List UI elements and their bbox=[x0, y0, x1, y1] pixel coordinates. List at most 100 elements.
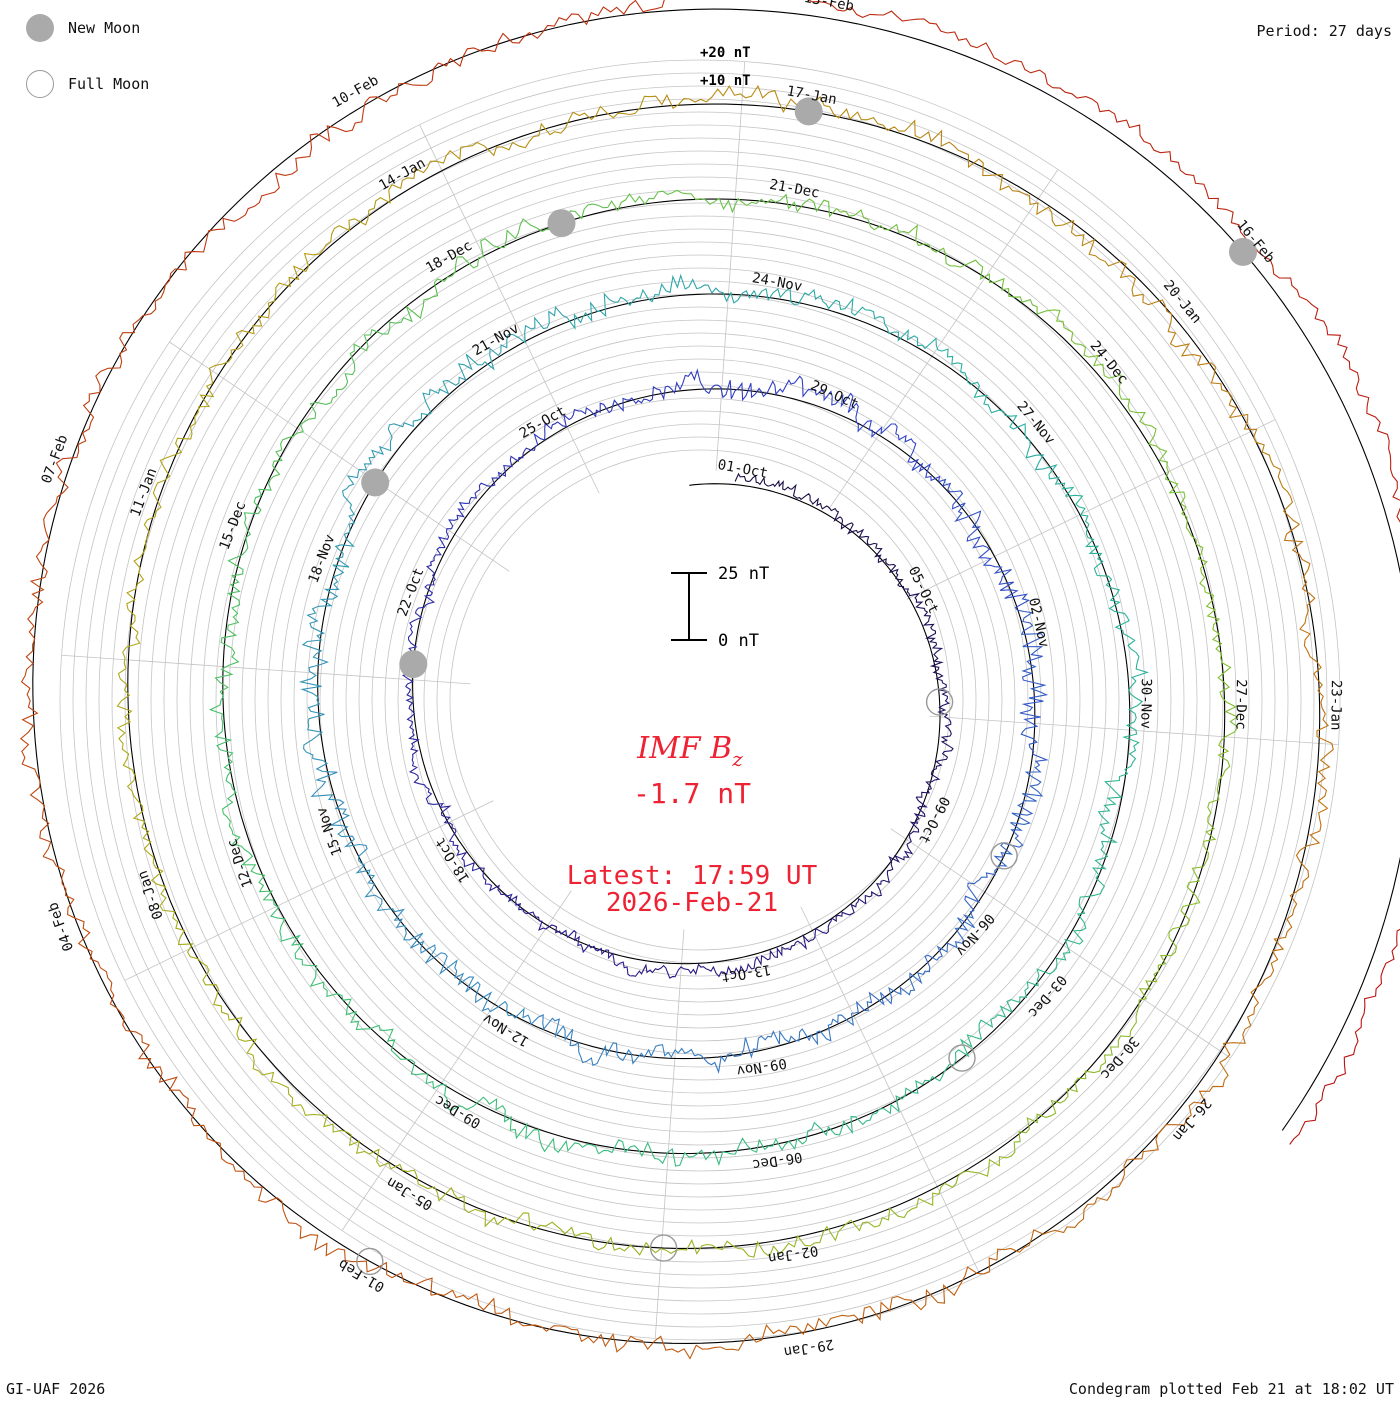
bz-trace-segment bbox=[566, 273, 755, 330]
grid-ring bbox=[371, 371, 1029, 1029]
grid-ring bbox=[423, 423, 977, 977]
date-tick-label: 21-Dec bbox=[768, 177, 821, 202]
date-tick-label: 24-Nov bbox=[751, 270, 804, 295]
date-tick-label: 04-Feb bbox=[45, 900, 77, 953]
latest-time: Latest: 17:59 UT bbox=[567, 861, 818, 891]
bz-trace-segment bbox=[298, 583, 340, 762]
bz-trace-segment bbox=[805, 1034, 982, 1142]
new-moon-marker bbox=[399, 650, 428, 679]
bz-trace-segment bbox=[1180, 503, 1239, 737]
full-moon-marker bbox=[948, 1044, 976, 1072]
date-tick-label: 23-Jan bbox=[1327, 680, 1343, 731]
date-tick-label: 13-Feb bbox=[803, 0, 856, 15]
label-layer: +20 nT +10 nT 25 nT 0 nT IMF Bz -1.7 nT Latest… bbox=[567, 45, 818, 918]
bz-trace-segment bbox=[756, 898, 867, 967]
grid-spoke bbox=[124, 800, 494, 981]
bz-trace-segment bbox=[528, 1213, 775, 1258]
grid-ring bbox=[358, 358, 1042, 1042]
grid-spoke bbox=[341, 890, 572, 1231]
grid-ring bbox=[124, 124, 1276, 1276]
bz-trace-segment bbox=[833, 508, 905, 590]
bz-trace-segment bbox=[1158, 735, 1231, 966]
legend-full-moon: Full Moon bbox=[26, 70, 149, 98]
full-moon-marker bbox=[649, 1234, 678, 1262]
grid-spoke bbox=[906, 419, 1276, 600]
grid-layer bbox=[32, 8, 1400, 1344]
grid-ring bbox=[241, 241, 1159, 1159]
bz-trace-segment bbox=[938, 478, 1031, 611]
date-tick-label: 14-Jan bbox=[376, 155, 428, 194]
bz-trace-segment bbox=[437, 444, 539, 548]
scale-bottom-label: 0 nT bbox=[718, 631, 759, 651]
latest-date: 2026-Feb-21 bbox=[606, 888, 778, 918]
date-tick-label: 09-Nov bbox=[735, 1055, 788, 1079]
bz-trace-segment bbox=[598, 1137, 807, 1167]
date-tick-label: 06-Dec bbox=[751, 1148, 804, 1172]
grid-ring bbox=[111, 111, 1289, 1289]
bz-trace-segment bbox=[116, 632, 167, 888]
bz-trace-segment bbox=[1283, 523, 1334, 809]
grid-ring bbox=[176, 176, 1224, 1224]
bz-trace-segment bbox=[836, 208, 1047, 315]
bz-trace-segment bbox=[630, 956, 758, 979]
bz-trace-segment bbox=[1142, 294, 1300, 525]
date-tick-label: 09-Oct bbox=[915, 794, 952, 846]
grid-spoke bbox=[654, 929, 685, 1339]
bz-trace-segment bbox=[42, 855, 196, 1120]
bz-trace-segment bbox=[431, 0, 665, 82]
bz-trace-segment bbox=[269, 900, 412, 1061]
date-tick-label: 30-Dec bbox=[1097, 1033, 1142, 1082]
new-moon-marker bbox=[1229, 237, 1257, 266]
full-moon-marker bbox=[356, 1247, 384, 1276]
bz-trace-segment bbox=[720, 1257, 998, 1351]
variable-title: IMF Bz bbox=[636, 731, 743, 771]
full-moon-marker bbox=[990, 842, 1018, 870]
grid-ring bbox=[254, 254, 1146, 1146]
bz-trace-segment bbox=[183, 80, 433, 271]
bz-trace-segment bbox=[518, 908, 631, 977]
bz-trace-segment bbox=[903, 588, 947, 691]
bz-trace-segment bbox=[1017, 609, 1049, 766]
bz-trace-segment bbox=[864, 796, 928, 904]
date-tick-label: 05-Jan bbox=[384, 1174, 436, 1213]
bz-trace-segment bbox=[42, 268, 187, 546]
grid-ring bbox=[202, 202, 1198, 1198]
credit-label: GI-UAF 2026 bbox=[6, 1380, 106, 1398]
grid-spoke bbox=[61, 654, 471, 685]
current-value: -1.7 nT bbox=[633, 777, 751, 810]
bz-trace-segment bbox=[1091, 680, 1144, 879]
full-moon-icon bbox=[26, 70, 54, 98]
bz-trace-segment bbox=[773, 1155, 1007, 1255]
date-tick-label: 01-Oct bbox=[716, 457, 769, 482]
grid-spoke bbox=[800, 906, 981, 1276]
moon-layer bbox=[356, 97, 1257, 1276]
trace-layer bbox=[19, 0, 1400, 1360]
bz-trace-segment bbox=[667, 368, 817, 402]
date-tick-label: 09-Dec bbox=[432, 1092, 484, 1131]
tick-layer: 01-Oct05-Oct09-Oct13-Oct18-Oct22-Oct25-O… bbox=[39, 0, 1344, 1360]
grid-ring bbox=[410, 410, 990, 990]
bz-trace-segment bbox=[391, 95, 651, 190]
plotted-timestamp: Condegram plotted Feb 21 at 18:02 UT bbox=[1068, 1380, 1394, 1398]
scale-top-label: 25 nT bbox=[718, 564, 769, 584]
bz-trace-segment bbox=[753, 286, 939, 351]
grid-spoke bbox=[828, 169, 1059, 510]
bz-trace-segment bbox=[607, 189, 838, 218]
grid-spoke bbox=[929, 715, 1339, 746]
grid-spoke bbox=[715, 61, 746, 471]
date-tick-label: 12-Nov bbox=[480, 1010, 532, 1049]
bz-trace-segment bbox=[815, 389, 941, 482]
grid-ring bbox=[137, 137, 1263, 1263]
grid-ring bbox=[319, 319, 1081, 1081]
bz-trace-segment bbox=[430, 1289, 721, 1360]
bz-trace-segment bbox=[214, 479, 272, 693]
new-moon-marker bbox=[361, 468, 390, 497]
bz-trace-segment bbox=[694, 1013, 855, 1075]
bz-trace-segment bbox=[410, 1059, 600, 1155]
date-tick-label: 07-Feb bbox=[39, 433, 72, 486]
bz-trace-segment bbox=[208, 691, 274, 901]
bz-trace-segment bbox=[996, 1079, 1225, 1261]
date-tick-label: 26-Jan bbox=[1169, 1095, 1214, 1144]
